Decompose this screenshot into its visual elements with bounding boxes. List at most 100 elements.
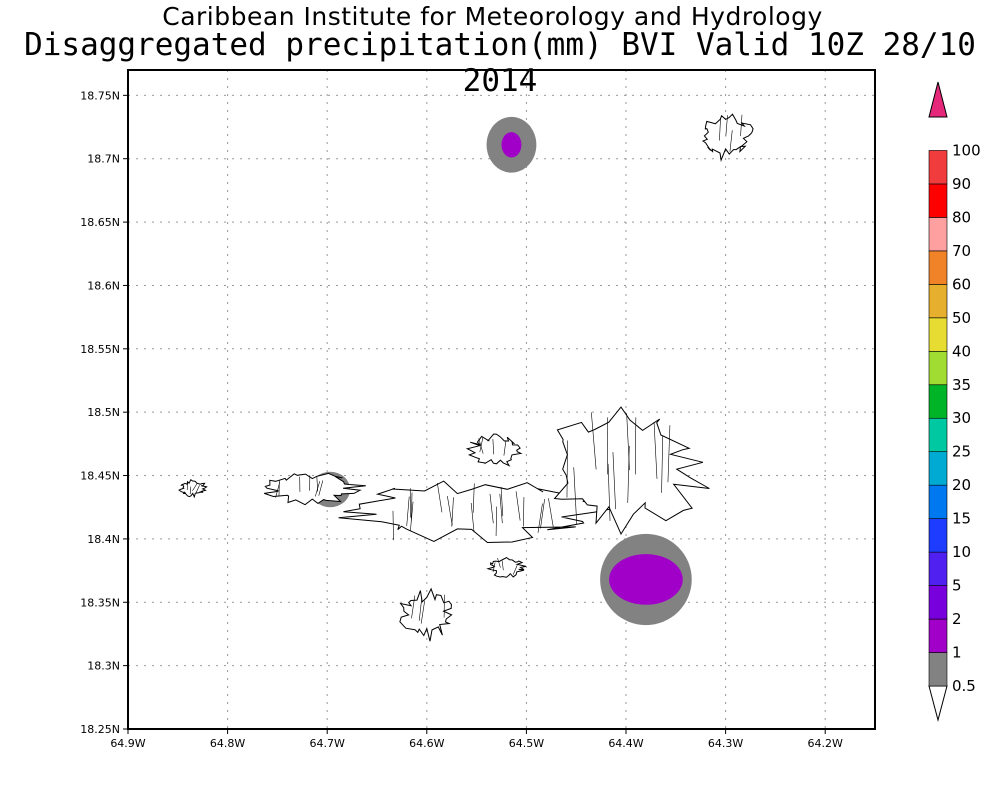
title-institution: Caribbean Institute for Meteorology and … [162, 2, 823, 31]
parish-boundary [512, 564, 518, 575]
colorbar-swatch [928, 217, 948, 252]
colorbar-label: 2 [952, 610, 962, 628]
parish-boundary [612, 452, 616, 510]
colorbar-swatch [928, 518, 948, 553]
parish-boundary [566, 440, 568, 498]
colorbar-label: 90 [952, 175, 971, 193]
island-outline [338, 480, 617, 544]
colorbar-label: 80 [952, 208, 971, 226]
x-tick-label: 64.6W [409, 737, 444, 750]
island-outline [178, 478, 208, 499]
colorbar-swatch [928, 585, 948, 620]
colorbar-swatch [928, 183, 948, 218]
colorbar-swatch [928, 384, 948, 419]
x-tick-label: 64.8W [210, 737, 245, 750]
colorbar-label: 100 [952, 141, 981, 159]
x-tick-label: 64.2W [808, 737, 843, 750]
colorbar-label: 1 [952, 644, 962, 662]
y-tick-label: 18.55N [80, 343, 120, 356]
colorbar-swatch [928, 618, 948, 653]
colorbar-label: 35 [952, 376, 971, 394]
parish-boundary [451, 497, 454, 527]
y-tick-label: 18.75N [80, 89, 120, 102]
colorbar-label: 20 [952, 476, 971, 494]
colorbar-swatch [928, 284, 948, 319]
y-tick-label: 18.5N [87, 406, 120, 419]
parish-boundary [275, 482, 280, 498]
colorbar-under-triangle [928, 685, 948, 722]
parish-boundary [501, 560, 504, 571]
colorbar-swatch [928, 417, 948, 453]
parish-boundary [500, 486, 504, 517]
parish-boundary [492, 562, 496, 572]
parish-boundary [495, 506, 497, 536]
colorbar-over-triangle [928, 81, 948, 118]
parish-boundary [318, 480, 324, 496]
colorbar-swatch [928, 350, 948, 386]
colorbar-swatch [928, 250, 948, 285]
x-tick-label: 64.4W [608, 737, 643, 750]
parish-boundary [503, 440, 507, 456]
y-axis: 18.25N 18.3N 18.35N 18.4N 18.45N 18.5N 18.55N 1… [80, 89, 128, 736]
parish-boundary [499, 493, 503, 524]
y-tick-label: 18.7N [87, 153, 120, 166]
map-frame [127, 69, 876, 730]
colorbar-swatch [928, 484, 948, 519]
x-tick-label: 64.7W [310, 737, 345, 750]
island-outline [465, 433, 523, 467]
parish-boundary [540, 498, 545, 529]
colorbar-label: 10 [952, 543, 971, 561]
island-outlines [178, 113, 754, 642]
x-tick-label: 64.9W [110, 737, 145, 750]
y-tick-label: 18.6N [87, 279, 120, 292]
parish-boundary [418, 597, 423, 621]
colorbar-label: 40 [952, 342, 971, 360]
parish-boundary [489, 493, 494, 524]
island-outline [399, 587, 453, 642]
parish-boundary [192, 483, 198, 492]
parish-boundary [591, 412, 597, 470]
parish-boundary [437, 482, 443, 513]
island-outline [264, 472, 366, 506]
parish-boundary [635, 417, 637, 475]
colorbar-label: 30 [952, 409, 971, 427]
colorbar-swatch [928, 652, 948, 687]
parish-boundary [195, 485, 200, 493]
parish-boundary [523, 497, 525, 527]
precip-area-1-2 [609, 554, 683, 605]
colorbar-swatch [928, 317, 948, 352]
colorbar-swatch [928, 451, 948, 486]
parish-boundary [719, 119, 721, 141]
parish-boundary [478, 438, 484, 454]
parish-boundary [729, 130, 733, 152]
parish-boundary [548, 498, 554, 528]
colorbar-label: 50 [952, 309, 971, 327]
parish-boundary [447, 496, 453, 526]
parish-boundary [537, 503, 543, 533]
x-tick-label: 64.3W [708, 737, 743, 750]
parish-boundary [573, 467, 578, 525]
precip-area-1-2 [501, 132, 522, 158]
parish-boundary [316, 476, 318, 492]
parish-boundary [410, 501, 414, 531]
parish-boundary [667, 425, 671, 483]
parish-boundary [497, 557, 501, 568]
y-tick-label: 18.4N [87, 533, 120, 546]
colorbar-swatch [928, 551, 948, 586]
parish-boundary [653, 421, 658, 479]
parish-boundary [492, 439, 495, 455]
island-outline [486, 557, 527, 578]
parish-boundary [406, 496, 410, 526]
colorbar-label: 25 [952, 443, 971, 461]
parish-boundary [627, 445, 630, 503]
x-axis: 64.9W 64.8W 64.7W 64.6W 64.5W 64.4W 64.3W 64.2W [110, 729, 843, 750]
y-tick-label: 18.45N [80, 470, 120, 483]
parish-boundary [420, 600, 425, 624]
parish-boundary [472, 483, 475, 513]
title-product: Disaggregated precipitation(mm) BVI Vali… [24, 27, 976, 99]
colorbar-label: 15 [952, 510, 971, 528]
colorbar-label: 60 [952, 275, 971, 293]
parish-boundary [740, 114, 743, 137]
